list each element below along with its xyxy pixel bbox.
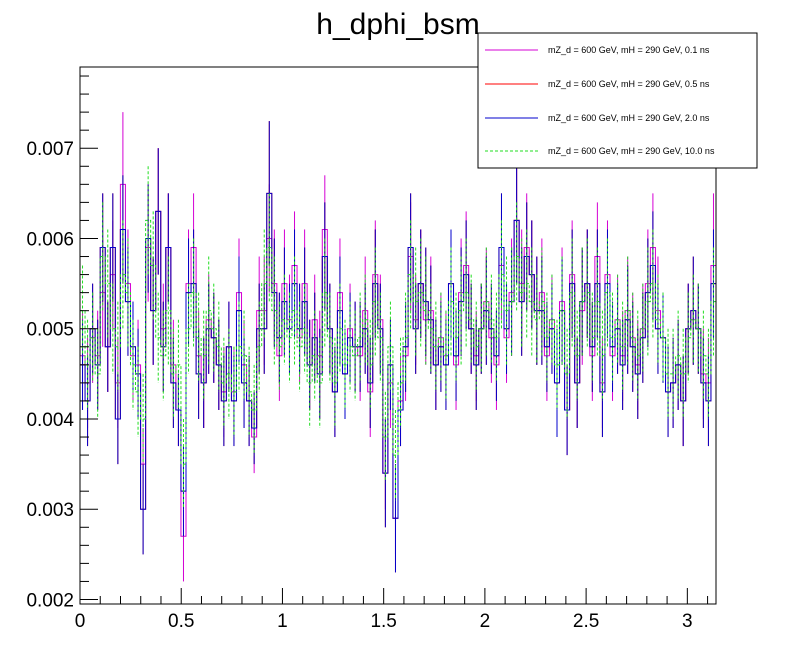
- x-tick-label: 1: [277, 611, 288, 632]
- y-tick-label: 0.004: [26, 410, 74, 431]
- y-axis: 0.002 0.003 0.004 0.005 0.006 0.007: [26, 75, 98, 611]
- chart-title: h_dphi_bsm: [316, 8, 479, 41]
- series-3: [80, 166, 716, 510]
- x-tick-label: 0.5: [168, 611, 194, 632]
- series-3-step-line: [80, 219, 716, 465]
- y-tick-label: 0.003: [26, 500, 74, 521]
- x-tick-label: 1.5: [370, 611, 396, 632]
- y-tick-label: 0.006: [26, 229, 74, 250]
- legend: mZ_d = 600 GeV, mH = 290 GeV, 0.1 ns mZ_…: [477, 32, 758, 169]
- x-axis: 0 0.5 1 1.5 2 2.5 3: [75, 588, 709, 632]
- legend-label-1: mZ_d = 600 GeV, mH = 290 GeV, 0.5 ns: [548, 79, 710, 89]
- legend-label-0: mZ_d = 600 GeV, mH = 290 GeV, 0.1 ns: [548, 45, 710, 55]
- x-tick-label: 2: [480, 611, 491, 632]
- legend-box: [477, 32, 758, 169]
- plot-frame: [79, 66, 717, 605]
- y-tick-label: 0.002: [26, 590, 74, 611]
- x-tick-label: 0: [75, 611, 86, 632]
- plot-area: [80, 112, 716, 582]
- y-tick-label: 0.007: [26, 139, 74, 160]
- legend-label-3: mZ_d = 600 GeV, mH = 290 GeV, 10.0 ns: [548, 146, 715, 156]
- y-tick-label: 0.005: [26, 320, 74, 341]
- x-tick-label: 3: [682, 611, 693, 632]
- legend-label-2: mZ_d = 600 GeV, mH = 290 GeV, 2.0 ns: [548, 113, 710, 123]
- x-tick-label: 2.5: [573, 611, 599, 632]
